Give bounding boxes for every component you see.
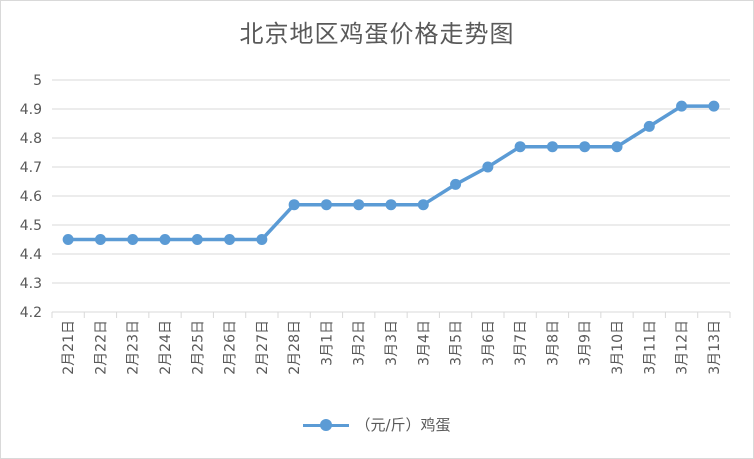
data-point [643, 120, 655, 132]
y-tick-label: 4.7 [20, 160, 42, 176]
data-point [320, 199, 332, 211]
x-tick-label: 3月4日 [416, 320, 432, 366]
data-point [353, 199, 365, 211]
data-point [256, 234, 268, 245]
data-point [546, 141, 558, 153]
chart-title: 北京地区鸡蛋价格走势图 [239, 20, 515, 48]
x-tick-label: 3月3日 [384, 320, 400, 366]
x-tick-label: 2月24日 [158, 320, 174, 375]
x-tick-label: 3月13日 [707, 320, 723, 375]
y-tick-label: 4.4 [20, 247, 42, 263]
y-tick-label: 4.8 [20, 131, 42, 147]
y-tick-label: 4.6 [20, 189, 42, 205]
data-point [676, 100, 688, 112]
data-point [417, 199, 429, 211]
data-point [385, 199, 397, 211]
x-tick-label: 3月7日 [513, 320, 529, 366]
x-tick-label: 2月25日 [190, 320, 206, 375]
data-point [611, 141, 623, 153]
legend-marker [303, 418, 350, 432]
x-tick-label: 2月26日 [223, 320, 239, 375]
x-tick-label: 2月21日 [61, 320, 77, 375]
x-tick-label: 3月1日 [319, 320, 335, 366]
x-tick-label: 3月5日 [449, 320, 465, 366]
y-tick-label: 4.2 [20, 305, 42, 321]
x-tick-label: 2月28日 [287, 320, 303, 375]
x-tick-label: 3月12日 [675, 320, 691, 375]
data-point [288, 199, 300, 211]
x-tick-label: 2月22日 [93, 320, 109, 375]
data-point [708, 100, 720, 112]
data-point [62, 234, 74, 245]
x-tick-label: 3月11日 [642, 320, 658, 375]
data-point [450, 178, 462, 190]
data-point [514, 141, 526, 153]
series-line [68, 104, 714, 242]
data-point [224, 234, 236, 245]
x-tick-label: 3月9日 [578, 320, 594, 366]
x-tick-label: 2月23日 [126, 320, 142, 375]
x-tick-label: 3月10日 [610, 320, 626, 375]
data-point [191, 234, 203, 245]
y-tick-label: 5 [33, 73, 42, 89]
legend-label: （元/斤）鸡蛋 [355, 416, 451, 434]
x-tick-label: 3月2日 [352, 320, 368, 366]
data-point [482, 161, 494, 173]
x-tick-label: 2月27日 [255, 320, 271, 375]
data-point [127, 234, 139, 245]
x-tick-label: 3月8日 [545, 320, 561, 366]
data-point [94, 234, 106, 245]
legend: （元/斤）鸡蛋 [0, 414, 754, 435]
y-tick-label: 4.3 [20, 276, 42, 292]
data-point [579, 141, 591, 153]
y-tick-label: 4.9 [20, 102, 42, 118]
data-point [159, 234, 171, 245]
x-tick-label: 3月6日 [481, 320, 497, 366]
y-tick-label: 4.5 [20, 218, 42, 234]
